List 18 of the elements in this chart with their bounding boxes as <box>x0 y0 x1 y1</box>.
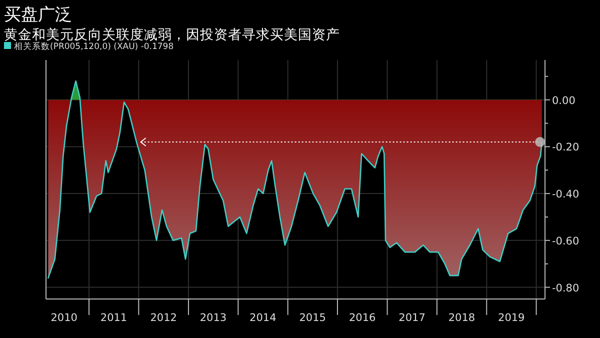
x-tick-label: 2012 <box>150 312 177 324</box>
chart-subtitle: 黄金和美元反向关联度减弱，因投资者寻求买美国资产 <box>4 27 340 43</box>
x-tick-label: 2013 <box>200 312 227 324</box>
x-tick-label: 2018 <box>448 312 476 324</box>
y-tick-label: -0.40 <box>552 188 580 201</box>
x-tick-label: 2015 <box>299 312 326 324</box>
x-tick-label: 2016 <box>349 312 376 324</box>
chart-title: 买盘广泛 <box>4 5 72 25</box>
y-tick-label: 0.00 <box>552 94 576 107</box>
x-tick-label: 2014 <box>250 312 277 324</box>
x-tick-label: 2010 <box>50 312 78 324</box>
x-tick-label: 2019 <box>498 312 525 324</box>
legend-label: 相关系数(PR005,120,0) (XAU) -0.1798 <box>14 41 174 52</box>
x-tick-label: 2017 <box>398 312 426 324</box>
x-tick-label: 2011 <box>100 312 128 324</box>
y-tick-label: -0.20 <box>552 142 580 154</box>
y-tick-label: -0.60 <box>552 235 580 248</box>
y-tick-label: -0.80 <box>552 282 580 294</box>
